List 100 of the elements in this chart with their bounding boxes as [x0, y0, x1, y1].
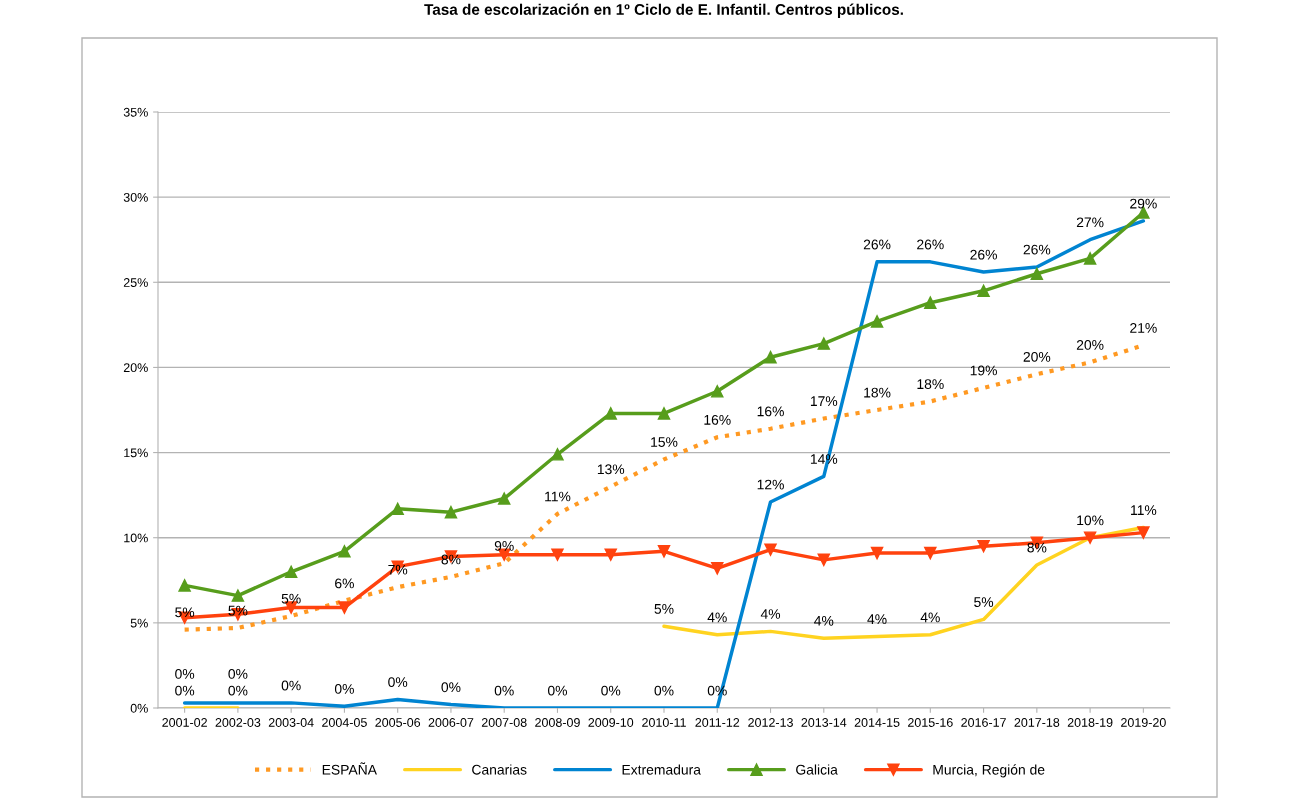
x-tick-label: 2012-13: [748, 718, 793, 727]
data-label: 0%: [175, 669, 195, 679]
data-label: 13%: [597, 464, 625, 475]
data-label: 5%: [974, 597, 994, 607]
x-tick-label: 2016-17: [961, 718, 1006, 727]
legend-label: ESPAÑA: [322, 762, 377, 775]
data-label: 0%: [494, 685, 514, 696]
point: [764, 350, 777, 364]
data-label: 18%: [917, 379, 944, 390]
data-label: 4%: [867, 614, 887, 624]
chart-title: Tasa de escolarización en 1º Ciclo de E. Infantil. Centros públicos.: [424, 3, 903, 18]
y-tick-label: 35%: [123, 107, 148, 117]
data-label: 4%: [707, 612, 727, 623]
point: [977, 539, 990, 553]
point: [231, 589, 245, 602]
x-tick-label: 2018-19: [1067, 718, 1113, 727]
legend-label: Murcia, Región de: [933, 764, 1045, 778]
x-tick-label: 2006-07: [428, 718, 474, 727]
point: [711, 562, 724, 575]
data-label: 10%: [1077, 515, 1104, 526]
x-tick-label: 2014-15: [854, 718, 900, 727]
data-label: 5%: [654, 604, 674, 614]
data-label: 26%: [1023, 244, 1051, 255]
x-tick-label: 2011-12: [695, 718, 740, 727]
x-tick-label: 2005-06: [375, 718, 421, 727]
x-tick-label: 2010-11: [642, 718, 686, 727]
data-label: 5%: [175, 607, 195, 618]
y-tick-label: 20%: [123, 363, 148, 373]
y-tick-label: 10%: [124, 533, 148, 543]
data-label: 0%: [334, 683, 354, 694]
x-tick-label: 2004-05: [322, 718, 367, 727]
data-label: 9%: [494, 540, 514, 551]
point: [284, 565, 298, 579]
y-tick-label: 0%: [130, 703, 148, 713]
data-label: 20%: [1023, 351, 1051, 362]
point: [924, 546, 937, 560]
data-label: 0%: [601, 685, 621, 696]
data-label: 0%: [175, 685, 195, 696]
point: [604, 407, 617, 420]
data-label: 0%: [388, 677, 408, 688]
legend-label: Galicia: [796, 764, 838, 775]
x-tick-label: 2008-09: [535, 718, 580, 727]
point: [497, 492, 511, 505]
x-tick-label: 2002-03: [215, 718, 261, 727]
x-tick-label: 2015-16: [908, 718, 953, 727]
data-label: 18%: [864, 387, 891, 398]
x-tick-label: 2003-04: [268, 718, 314, 727]
point: [977, 284, 990, 298]
x-tick-label: 2013-14: [801, 718, 847, 727]
data-label: 26%: [863, 239, 891, 250]
data-label: 0%: [547, 685, 568, 696]
data-label: 8%: [1027, 542, 1047, 553]
data-label: 0%: [228, 685, 248, 696]
point: [711, 385, 724, 398]
point: [657, 407, 671, 420]
data-label: 15%: [651, 437, 678, 447]
data-label: 26%: [917, 239, 944, 250]
point: [1083, 531, 1097, 544]
data-label: 0%: [654, 685, 674, 696]
y-tick-label: 5%: [130, 618, 148, 628]
data-label: 11%: [545, 491, 571, 502]
point: [178, 579, 191, 592]
point: [444, 505, 458, 519]
data-label: 0%: [281, 680, 301, 691]
point: [338, 601, 351, 614]
data-label: 4%: [814, 615, 834, 626]
data-label: 4%: [920, 612, 940, 623]
data-label: 21%: [1130, 322, 1157, 333]
data-label: 12%: [757, 479, 784, 490]
data-label: 4%: [760, 609, 781, 619]
point: [551, 548, 564, 561]
data-label: 26%: [970, 249, 997, 260]
point: [604, 548, 617, 561]
point: [1030, 267, 1044, 281]
data-label: 17%: [810, 396, 838, 406]
point: [817, 337, 831, 350]
data-label: 16%: [704, 414, 731, 425]
point: [870, 315, 884, 328]
x-tick-label: 2001-02: [162, 718, 207, 727]
point: [1083, 252, 1097, 265]
data-label: 6%: [335, 578, 354, 589]
data-label: 0%: [441, 682, 461, 693]
x-tick-label: 2017-18: [1014, 718, 1060, 727]
point: [391, 502, 404, 516]
point: [764, 543, 777, 556]
data-label: 16%: [757, 406, 784, 417]
y-tick-label: 25%: [123, 278, 148, 287]
y-tick-label: 30%: [123, 192, 148, 202]
data-label: 5%: [228, 605, 248, 616]
x-tick-label: 2009-10: [588, 718, 634, 727]
data-label: 11%: [1131, 505, 1157, 515]
data-label: 19%: [970, 365, 997, 376]
x-tick-label: 2019-20: [1121, 718, 1166, 727]
data-label: 27%: [1076, 217, 1104, 228]
data-label: 20%: [1076, 340, 1104, 350]
point: [551, 448, 564, 461]
point: [924, 296, 937, 309]
x-tick-label: 2007-08: [481, 718, 527, 727]
point: [657, 545, 671, 558]
point: [338, 545, 351, 558]
